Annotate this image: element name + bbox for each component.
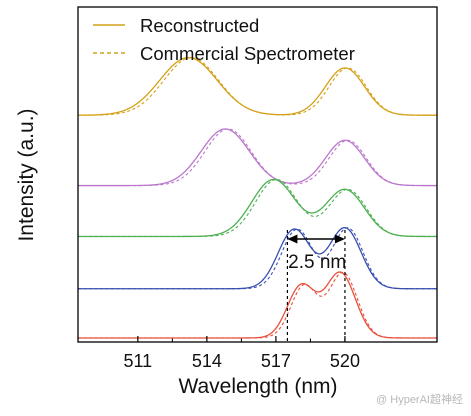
x-tick-label-511: 511 [123, 351, 152, 371]
watermark: @ HyperAI超神经 [376, 394, 463, 406]
x-axis-title: Wavelength (nm) [178, 375, 337, 398]
legend-label-reconstructed: Reconstructed [140, 15, 259, 36]
trace-1-reconstructed-line [77, 56, 437, 116]
legend: Reconstructed Commercial Spectrometer [93, 15, 355, 64]
trace-4-commercial-line [78, 227, 437, 290]
trace-4-reconstructed-line [78, 227, 437, 290]
trace-1-commercial-line [78, 57, 437, 116]
x-tick-label-520: 520 [330, 351, 360, 371]
x-tick-label-514: 514 [192, 351, 222, 371]
plot-frame [77, 6, 438, 343]
trace-2-commercial-line [78, 128, 437, 187]
trace-3-commercial-line [78, 178, 437, 238]
trace-5-commercial-line [78, 271, 437, 339]
legend-label-commercial: Commercial Spectrometer [140, 43, 355, 64]
trace-5-reconstructed-line [78, 271, 437, 339]
trace-3-reconstructed-line [78, 178, 437, 238]
annotation-layer: 2.5 nm [286, 230, 346, 342]
trace-2-reconstructed-line [78, 128, 437, 187]
annotation-arrow-right-head [334, 234, 345, 244]
traces-layer [77, 56, 437, 339]
annotation-arrow-left-head [287, 234, 298, 244]
x-tick-label-517: 517 [261, 351, 291, 371]
y-axis-title: Intensity (a.u.) [15, 108, 38, 241]
annotation-label: 2.5 nm [288, 252, 346, 273]
ticks-layer: 511 514 517 520 [123, 336, 360, 371]
